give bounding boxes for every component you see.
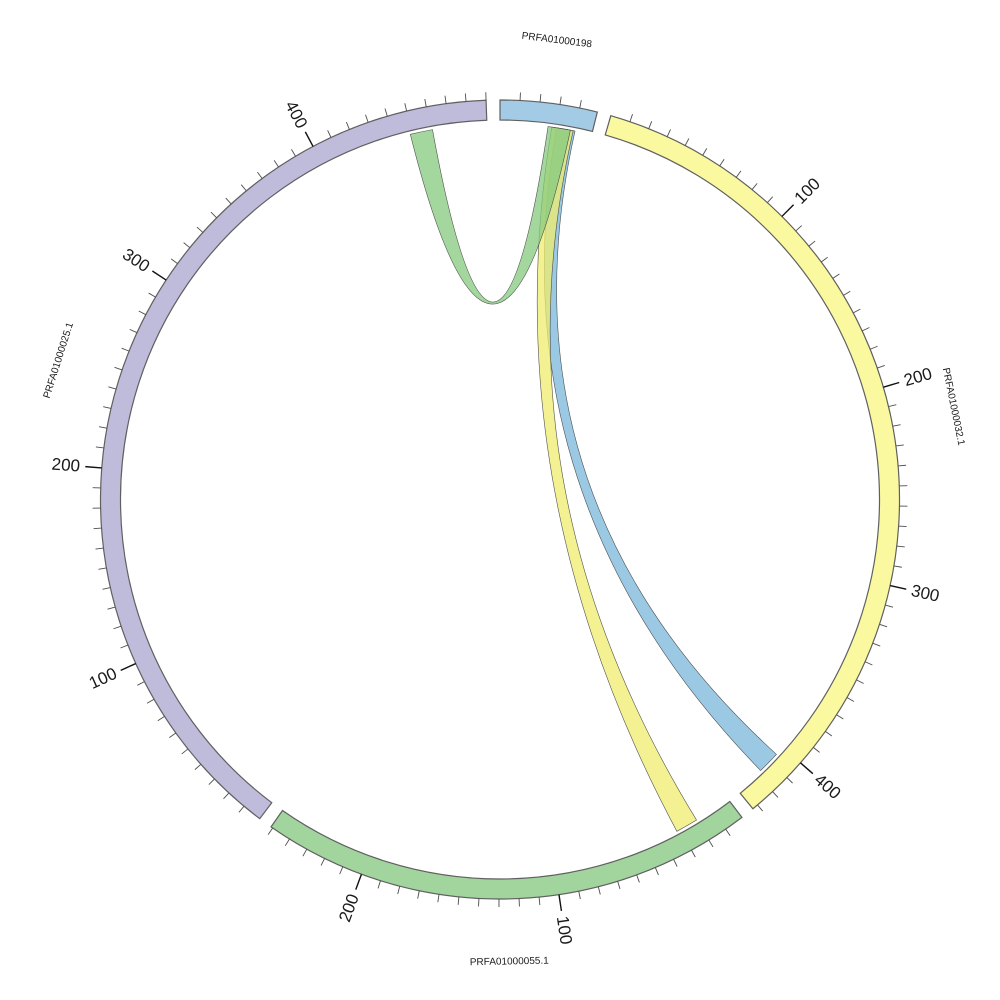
svg-text:100: 100 — [553, 915, 576, 946]
svg-text:PRFA01000055.1: PRFA01000055.1 — [470, 956, 550, 969]
svg-text:200: 200 — [51, 454, 81, 475]
